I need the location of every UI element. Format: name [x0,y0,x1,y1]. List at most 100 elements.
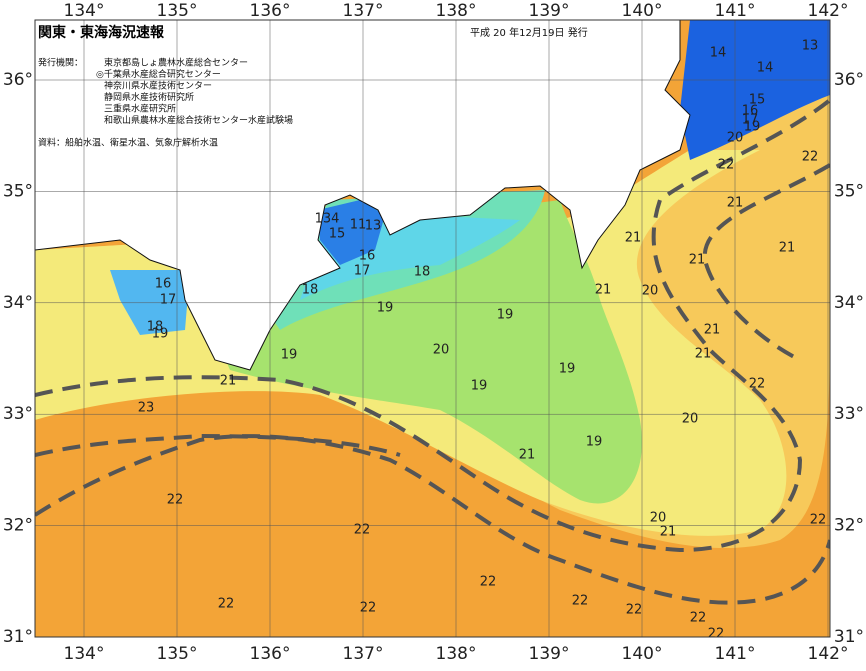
kuroshio-axis [35,433,401,457]
lon-label: 138° [436,644,477,664]
isotherm-label: 20 [433,343,450,358]
isotherm-label: 17 [742,113,759,128]
isotherm-label: 18 [302,283,319,298]
isotherm-label: 19 [559,362,576,377]
lon-label: 135° [157,1,198,21]
kuroshio-axis [702,163,830,362]
lon-label: 141° [715,644,756,664]
lat-label: 31° [834,627,864,647]
isotherm-label: 15 [749,93,766,108]
lon-label: 139° [529,1,570,21]
lon-label: 141° [715,1,756,21]
lon-label: 137° [343,644,384,664]
isotherm-label: 22 [480,575,497,590]
lat-label: 35° [3,181,33,201]
isotherm-label: 18 [414,265,431,280]
issuer: 神奈川県水産技術センター [104,80,212,92]
isotherm-label: 22 [167,493,184,508]
lat-label: 35° [834,181,864,201]
source: 資料：船舶水温、衛星水温、気象庁解析水温 [38,137,218,149]
isotherm-label: 13 [802,39,819,54]
issue-date: 平成 20 年12月19日 発行 [470,26,588,39]
axes: 134° 134° 135° 135° 136° 136° 137° 137° 138° 138°… [3,1,864,664]
isotherm-label: 21 [625,231,642,246]
isotherm-label: 19 [586,435,603,450]
isotherm-label: 14 [710,46,727,61]
isotherm-label: 19 [744,120,761,135]
lat-label: 33° [834,404,864,424]
isotherm-label: 21 [519,448,536,463]
isotherm-label: 22 [749,377,766,392]
osaka-bay-water [110,270,190,335]
lon-label: 134° [64,644,105,664]
isotherm-label: 23 [138,401,155,416]
isotherm-label: 20 [727,131,744,146]
isotherm-label: 22 [360,601,377,616]
isotherm-label: 22 [690,611,707,626]
issuer: 東京都島しょ農林水産総合センター [104,57,248,69]
issuer: 静岡県水産技術研究所 [104,91,194,103]
isotherm-label: 22 [802,150,819,165]
lon-label: 140° [622,1,663,21]
lon-label: 142° [808,1,849,21]
isotherm-label: 16 [742,104,759,119]
isotherm-label: 22 [626,603,643,618]
lat-label: 32° [834,516,864,536]
isotherm-label: 11 [350,218,367,233]
issuer: ◎千葉県水産総合研究センター [96,68,221,80]
isotherm-label: 19 [471,379,488,394]
issuer: 和歌山県農林水産総合技術センター水産試験場 [104,114,293,126]
lon-label: 142° [808,644,849,664]
isotherm-label: 22 [218,597,235,612]
lat-label: 36° [834,70,864,90]
isotherm-label: 19 [281,348,298,363]
lon-label: 134° [64,1,105,21]
isotherm-label: 22 [572,594,589,609]
isotherm-label: 22 [354,523,371,538]
lon-label: 140° [622,644,663,664]
ise-bay-water [318,200,385,265]
lon-label: 136° [250,644,291,664]
lat-label: 33° [3,404,33,424]
issuer-list: 東京都島しょ農林水産総合センター◎千葉県水産総合研究センター神奈川県水産技術セン… [96,57,293,127]
issuer: 三重県水産研究所 [104,103,176,115]
map-frame [34,19,831,638]
title: 関東・東海海況速報 [38,24,165,41]
isotherm-label: 17 [160,293,177,308]
isotherm-label: 22 [810,513,827,528]
cold-water [680,20,830,160]
isotherm-label: 19 [377,301,394,316]
lon-label: 138° [436,1,477,21]
isotherm-label: 21 [689,253,706,268]
kuroshio-axis [35,98,830,553]
lon-label: 137° [343,1,384,21]
isotherm-label: 21 [727,196,744,211]
lon-label: 139° [529,644,570,664]
isotherm-label: 14 [757,61,774,76]
isotherm-label: 20 [642,284,659,299]
isotherm-label: 17 [354,264,371,279]
isotherm-label: 20 [682,412,699,427]
isotherm-label: 22 [718,158,735,173]
isotherm-label: 16 [359,249,376,264]
isotherm-label: 22 [708,627,725,642]
grid [35,20,830,637]
lat-label: 34° [834,293,864,313]
isotherm-label: 134 [315,212,340,227]
isotherm-label: 21 [695,347,712,362]
lon-label: 136° [250,1,291,21]
lat-label: 32° [3,516,33,536]
isotherm-label: 19 [497,308,514,323]
lon-label: 135° [157,644,198,664]
isotherm-label: 21 [704,323,721,338]
isotherm-label: 21 [779,241,796,256]
isotherm-label: 13 [365,219,382,234]
isotherm-label: 20 [650,511,667,526]
isotherm-label: 16 [155,277,172,292]
isotherm-label: 21 [220,374,237,389]
isotherm-label: 15 [329,227,346,242]
land [35,20,691,371]
issuer-label: 発行機関： [38,57,83,69]
